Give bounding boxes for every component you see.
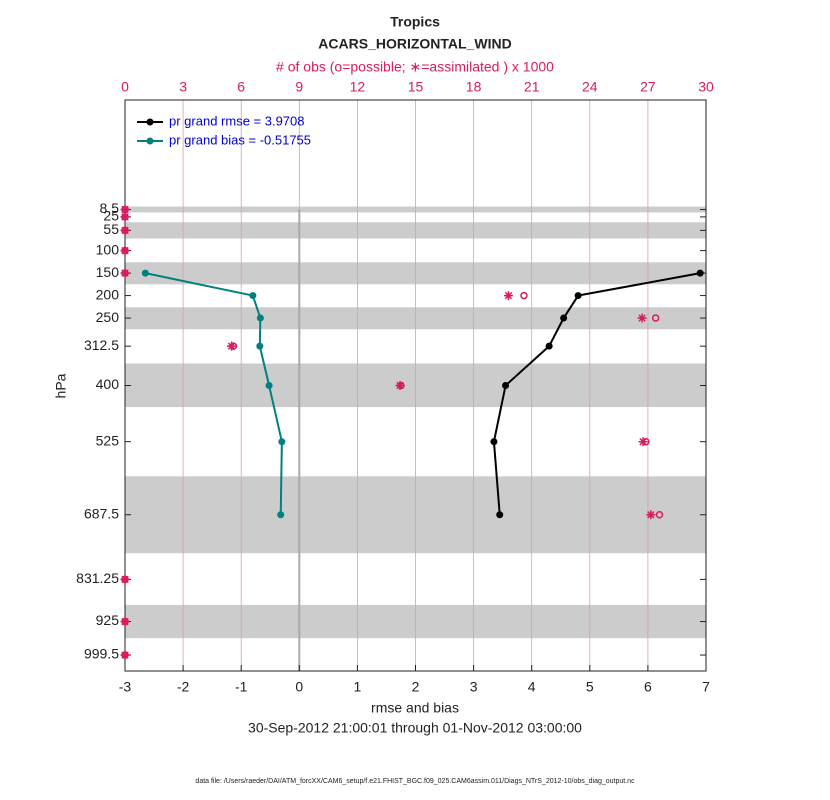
assimilated-obs	[638, 437, 648, 447]
y-tick-label: 55	[103, 221, 119, 237]
y-tick-label: 525	[96, 432, 120, 448]
top-tick-label: 27	[640, 79, 656, 95]
possible-obs	[520, 291, 528, 300]
series-point	[277, 511, 285, 519]
series-point	[496, 511, 504, 519]
top-tick-label: 15	[408, 79, 424, 95]
y-tick-label: 312.5	[84, 337, 119, 353]
chart-title: Tropics	[390, 14, 440, 30]
top-tick-label: 0	[121, 79, 129, 95]
possible-obs	[655, 511, 664, 519]
y-tick-label: 8.5	[100, 200, 120, 216]
series-point	[574, 292, 582, 300]
assimilated-obs	[120, 225, 130, 235]
y-tick-label: 831.25	[76, 570, 119, 586]
top-tick-label: 21	[524, 79, 540, 95]
y-tick-label: 999.5	[84, 646, 119, 662]
x-tick-label: -1	[235, 679, 248, 695]
series-point	[265, 382, 273, 389]
x-tick-label: 5	[586, 679, 594, 695]
series-point	[141, 269, 149, 277]
assimilated-obs	[637, 313, 647, 323]
assimilated-obs	[120, 650, 130, 660]
x-tick-label: -3	[119, 679, 132, 695]
y-tick-label: 200	[96, 286, 120, 302]
top-tick-label: 9	[295, 79, 303, 95]
chart-subtitle: ACARS_HORIZONTAL_WIND	[318, 36, 511, 52]
top-tick-label: 24	[582, 79, 598, 95]
x-tick-label: 2	[412, 679, 420, 695]
y-tick-label: 400	[96, 376, 120, 392]
legend-label: pr grand bias = -0.51755	[169, 132, 311, 147]
assimilated-obs	[120, 574, 130, 584]
x-tick-label: 0	[295, 679, 303, 695]
y-tick-label: 150	[96, 264, 120, 280]
series-point	[490, 438, 498, 446]
legend-marker	[146, 137, 154, 145]
footer: data file: /Users/raeder/DAI/ATM_forcXX/…	[195, 778, 635, 785]
top-tick-label: 30	[698, 79, 714, 95]
assimilated-obs	[120, 268, 130, 278]
assimilated-obs	[503, 291, 513, 301]
x-axis-label: rmse and bias	[371, 700, 459, 716]
y-tick-label: 25	[103, 208, 119, 224]
top-tick-label: 12	[350, 79, 366, 95]
series-point	[256, 342, 264, 350]
assimilated-obs	[120, 212, 130, 222]
y-tick-label: 687.5	[84, 505, 119, 521]
x-tick-label: 4	[528, 679, 536, 695]
legend-label: pr grand rmse = 3.9708	[169, 113, 305, 128]
assimilated-obs	[120, 204, 130, 214]
x-tick-label: 7	[702, 679, 710, 695]
x-tick-label: 6	[644, 679, 652, 695]
assimilated-obs	[120, 246, 130, 256]
date-range: 30-Sep-2012 21:00:01 through 01-Nov-2012…	[248, 720, 582, 736]
series-point	[502, 382, 510, 389]
y-tick-label: 100	[96, 241, 120, 257]
top-tick-label: 6	[237, 79, 245, 95]
y-tick-label: 250	[96, 309, 120, 325]
top-axis-label: # of obs (o=possible; ∗=assimilated ) x …	[276, 59, 554, 75]
assimilated-obs	[120, 617, 130, 627]
x-tick-label: -2	[177, 679, 190, 695]
series-point	[256, 314, 264, 322]
series-point	[278, 438, 286, 446]
y-tick-label: 925	[96, 612, 120, 628]
top-tick-label: 18	[466, 79, 482, 95]
series-point	[249, 292, 257, 300]
assimilated-obs	[646, 510, 656, 520]
series-point	[560, 314, 568, 322]
y-axis-label: hPa	[53, 373, 69, 398]
legend-marker	[146, 118, 154, 126]
series-point	[696, 269, 704, 277]
possible-obs	[651, 314, 660, 322]
plot-frame	[124, 99, 707, 672]
assimilated-obs	[395, 381, 405, 390]
top-tick-label: 3	[179, 79, 187, 95]
series-point	[545, 342, 553, 350]
x-tick-label: 3	[470, 679, 478, 695]
x-tick-label: 1	[354, 679, 362, 695]
assimilated-obs	[227, 341, 237, 351]
